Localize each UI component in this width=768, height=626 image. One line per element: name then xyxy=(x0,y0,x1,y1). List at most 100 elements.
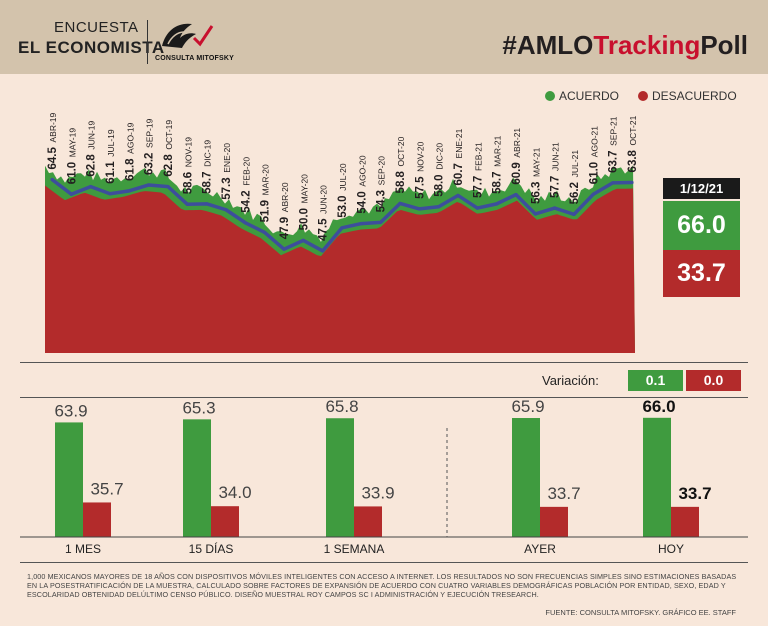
point-value-label: 61.1 xyxy=(105,161,117,184)
trend-point-dic-20 xyxy=(437,205,441,209)
trend-point-jun-20 xyxy=(321,249,325,253)
trend-point-ago-19 xyxy=(127,189,131,193)
trend-point-dic-19 xyxy=(205,202,209,206)
bar-label-desacuerdo: 33.7 xyxy=(547,484,580,503)
point-date-label: OCT-21 xyxy=(628,115,638,145)
point-label-dic-20: 58.0 DIC-20 xyxy=(434,143,446,197)
trend-point-may-20 xyxy=(301,238,305,242)
point-label-feb-21: 57.7 FEB-21 xyxy=(472,142,484,198)
point-date-label: JUL-20 xyxy=(338,163,348,191)
bar-acuerdo-15-días xyxy=(183,419,211,537)
point-label-ago-19: 61.8 AGO-19 xyxy=(124,122,136,180)
point-value-label: 57.3 xyxy=(221,177,233,199)
point-date-label: ABR-20 xyxy=(280,182,290,212)
point-value-label: 53.0 xyxy=(337,195,349,217)
point-label-may-21: 56.3 MAY-21 xyxy=(530,147,542,204)
point-value-label: 60.7 xyxy=(453,163,465,185)
point-date-label: DIC-19 xyxy=(203,140,213,167)
point-date-label: FEB-21 xyxy=(473,142,483,171)
point-date-label: MAY-19 xyxy=(67,128,77,158)
source-credit: FUENTE: CONSULTA MITOFSKY. GRÁFICO EE. S… xyxy=(545,608,736,617)
variacion-desacuerdo: 0.0 xyxy=(686,370,741,391)
point-label-jun-21: 57.7 JUN-21 xyxy=(550,142,562,198)
point-date-label: ENE-20 xyxy=(222,143,232,173)
point-date-label: DIC-20 xyxy=(435,143,445,170)
trend-point-sep-21 xyxy=(611,181,615,185)
trend-point-nov-19 xyxy=(185,202,189,206)
point-value-label: 47.5 xyxy=(318,218,330,241)
point-label-feb-20: 54.2 FEB-20 xyxy=(240,157,252,213)
point-value-label: 56.2 xyxy=(569,182,581,204)
header-el-economista: EL ECONOMISTA xyxy=(18,38,165,57)
point-value-label: 56.3 xyxy=(530,182,542,204)
point-label-jul-19: 61.1 JUL-19 xyxy=(105,129,117,184)
point-value-label: 58.7 xyxy=(202,171,214,193)
line-layer xyxy=(50,177,634,253)
point-date-label: OCT-20 xyxy=(396,136,406,166)
bar-desacuerdo-hoy xyxy=(671,506,699,537)
point-value-label: 58.0 xyxy=(434,174,446,196)
point-label-jul-20: 53.0 JUL-20 xyxy=(337,163,349,218)
point-date-label: FEB-20 xyxy=(241,157,251,186)
divider-top xyxy=(20,362,748,363)
current-date-box: 1/12/21 xyxy=(663,178,740,199)
category-label: 1 MES xyxy=(65,542,101,556)
trend-point-jun-21 xyxy=(553,206,557,210)
point-date-label: JUN-21 xyxy=(551,142,561,171)
bar-desacuerdo-15-días xyxy=(211,506,239,537)
trend-point-mar-21 xyxy=(495,202,499,206)
point-date-label: MAR-20 xyxy=(261,164,271,195)
bar-label-acuerdo: 63.9 xyxy=(54,401,87,420)
point-date-label: MAY-20 xyxy=(299,174,309,204)
point-value-label: 57.5 xyxy=(414,176,426,199)
category-label: 15 DÍAS xyxy=(189,541,234,556)
point-date-label: AGO-20 xyxy=(357,155,367,186)
bar-label-acuerdo: 65.9 xyxy=(511,397,544,416)
point-value-label: 61.0 xyxy=(66,162,78,184)
point-value-label: 54.0 xyxy=(356,191,368,213)
trend-point-ago-20 xyxy=(359,222,363,226)
point-value-label: 51.9 xyxy=(260,200,272,222)
point-date-label: JUL-19 xyxy=(106,129,116,157)
point-date-label: ABR-19 xyxy=(48,112,58,142)
point-label-abr-20: 47.9 ABR-20 xyxy=(279,182,291,239)
point-label-dic-19: 58.7 DIC-19 xyxy=(202,140,214,194)
point-label-ago-20: 54.0 AGO-20 xyxy=(356,155,368,213)
point-value-label: 57.7 xyxy=(472,176,484,198)
trend-point-jul-21 xyxy=(572,212,576,216)
category-label: HOY xyxy=(658,542,684,556)
point-value-label: 62.8 xyxy=(163,154,175,177)
point-date-label: AGO-21 xyxy=(589,126,599,157)
point-label-abr-21: 60.9 ABR-21 xyxy=(511,128,523,185)
trend-point-sep-19 xyxy=(147,183,151,187)
point-label-oct-20: 58.8 OCT-20 xyxy=(395,136,407,193)
trend-point-may-19 xyxy=(69,192,73,196)
trend-point-oct-20 xyxy=(398,201,402,206)
bar-desacuerdo-ayer xyxy=(540,506,568,537)
divider-mid xyxy=(20,397,748,398)
point-date-label: JUN-20 xyxy=(319,185,329,214)
point-label-oct-19: 62.8 OCT-19 xyxy=(163,120,175,177)
point-label-sep-20: 54.3 SEP-20 xyxy=(376,156,388,213)
point-label-abr-19: 64.5 ABR-19 xyxy=(47,112,59,169)
trend-point-feb-20 xyxy=(243,221,247,225)
bar-acuerdo-1-mes xyxy=(55,422,83,537)
point-date-label: AGO-19 xyxy=(125,122,135,153)
bar-acuerdo-hoy xyxy=(643,417,671,537)
point-label-may-19: 61.0 MAY-19 xyxy=(66,128,78,185)
point-label-jul-21: 56.2 JUL-21 xyxy=(569,150,581,205)
point-label-oct-21: 63.8 OCT-21 xyxy=(627,115,639,172)
point-value-label: 63.7 xyxy=(608,150,620,172)
point-label-ene-20: 57.3 ENE-20 xyxy=(221,143,233,200)
point-date-label: NOV-19 xyxy=(183,137,193,168)
variacion-acuerdo: 0.1 xyxy=(628,370,683,391)
trend-point-mar-20 xyxy=(263,230,267,235)
trend-point-nov-20 xyxy=(417,207,421,211)
point-date-label: ENE-21 xyxy=(454,128,464,158)
trend-point-oct-19 xyxy=(166,185,170,189)
legend-acuerdo-label: ACUERDO xyxy=(559,89,620,103)
bar-label-desacuerdo: 35.7 xyxy=(90,479,123,498)
desacuerdo-area xyxy=(45,185,635,353)
bar-label-desacuerdo: 33.9 xyxy=(361,483,394,502)
tracking-chart: 64.5 ABR-19 61.0 MAY-19 62.8 JUN-19 61.1 JUL-19… xyxy=(20,112,748,556)
